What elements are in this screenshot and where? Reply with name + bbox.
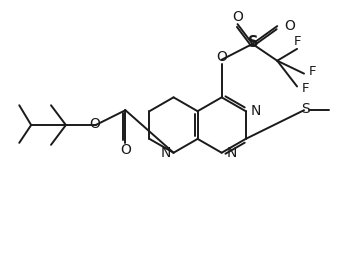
- Text: O: O: [284, 19, 295, 33]
- Text: O: O: [232, 10, 243, 24]
- Text: F: F: [309, 65, 316, 78]
- Text: N: N: [227, 146, 237, 160]
- Text: F: F: [293, 35, 301, 49]
- Text: F: F: [302, 82, 310, 95]
- Text: S: S: [248, 35, 259, 50]
- Text: O: O: [120, 143, 131, 157]
- Text: O: O: [89, 117, 100, 131]
- Text: N: N: [251, 104, 261, 118]
- Text: O: O: [216, 50, 227, 64]
- Text: N: N: [160, 146, 170, 160]
- Text: S: S: [301, 102, 309, 116]
